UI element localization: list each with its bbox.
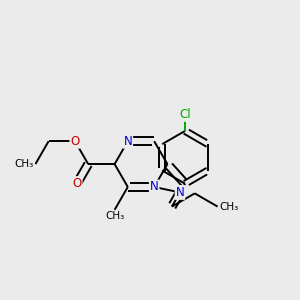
Text: N: N <box>176 186 184 199</box>
Text: CH₃: CH₃ <box>105 211 124 221</box>
Text: CH₃: CH₃ <box>15 159 34 169</box>
Text: N: N <box>123 135 132 148</box>
Text: Cl: Cl <box>179 108 191 121</box>
Text: O: O <box>70 135 80 148</box>
Text: O: O <box>72 177 82 190</box>
Text: CH₃: CH₃ <box>219 202 238 212</box>
Text: N: N <box>150 181 159 194</box>
